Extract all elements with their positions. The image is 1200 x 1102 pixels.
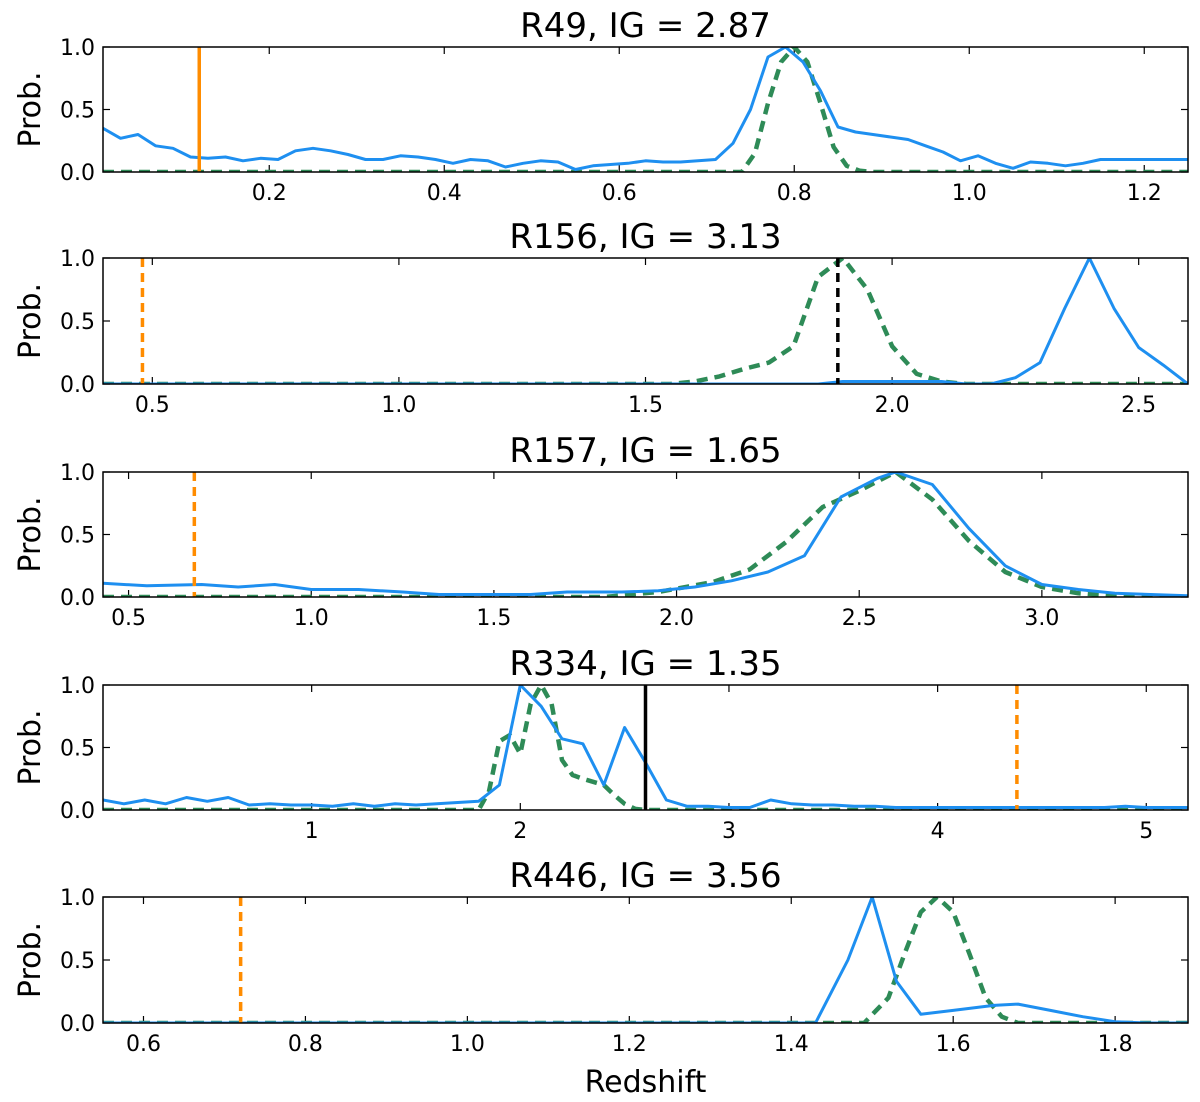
- y-tick-label: 0.0: [60, 1012, 95, 1037]
- y-tick-label: 1.0: [60, 886, 95, 911]
- x-tick-label: 1.0: [952, 181, 987, 206]
- series-pdf-line: [103, 47, 1188, 171]
- y-axis-label: Prob.: [13, 922, 48, 998]
- series-pdf-line: [103, 472, 1188, 597]
- x-tick-label: 1.6: [936, 1032, 971, 1057]
- panel-title: R446, IG = 3.56: [509, 856, 781, 896]
- y-tick-label: 0.0: [60, 161, 95, 186]
- x-tick-label: 1: [305, 819, 319, 844]
- series-pdf2-line: [103, 258, 1188, 384]
- axes-frame: [102, 46, 1189, 173]
- x-tick-label: 3.0: [1024, 606, 1059, 631]
- x-tick-label: 0.5: [111, 606, 146, 631]
- x-tick-label: 4: [931, 819, 945, 844]
- x-tick-label: 1.5: [628, 393, 663, 418]
- panel-title: R334, IG = 1.35: [509, 644, 781, 684]
- axes-frame: [102, 471, 1189, 598]
- plot-area: [103, 47, 1188, 172]
- y-tick-label: 0.0: [60, 586, 95, 611]
- x-tick-label: 0.4: [427, 181, 462, 206]
- series-pdf-line: [103, 897, 1188, 1023]
- y-tick-label: 1.0: [60, 247, 95, 272]
- x-axis-label: Redshift: [585, 1065, 707, 1100]
- panel-5: R446, IG = 3.56 Prob. Redshift 0.0 0.5 1.0 0.6…: [13, 856, 1189, 1100]
- x-tick-label: 2: [513, 819, 527, 844]
- x-tick-label: 0.6: [602, 181, 637, 206]
- series-pdf-line: [103, 685, 1188, 809]
- x-tick-label: 3: [722, 819, 736, 844]
- x-tick-label: 1.0: [294, 606, 329, 631]
- plot-area: [103, 685, 1188, 810]
- y-axis-label: Prob.: [13, 283, 48, 359]
- axes-frame: [102, 896, 1189, 1024]
- x-tick-label: 1.2: [1127, 181, 1162, 206]
- y-tick-label: 0.5: [60, 99, 95, 124]
- x-tick-label: 1.8: [1098, 1032, 1133, 1057]
- panel-title: R49, IG = 2.87: [520, 6, 771, 46]
- y-tick-label: 0.0: [60, 799, 95, 824]
- y-tick-label: 1.0: [60, 674, 95, 699]
- series-pdf2-line: [103, 472, 1188, 597]
- x-tick-label: 5: [1139, 819, 1153, 844]
- plot-area: [103, 472, 1188, 597]
- axes-frame: [102, 257, 1189, 385]
- x-tick-label: 0.2: [252, 181, 287, 206]
- x-tick-label: 0.5: [135, 393, 170, 418]
- x-tick-label: 0.8: [288, 1032, 323, 1057]
- plot-area: [103, 897, 1188, 1023]
- panel-2: R156, IG = 3.13 Prob. 0.0 0.5 1.0 0.5 1.0 1.5 2.…: [13, 217, 1189, 418]
- y-tick-label: 0.5: [60, 310, 95, 335]
- x-tick-label: 1.0: [381, 393, 416, 418]
- y-tick-label: 1.0: [60, 461, 95, 486]
- x-tick-label: 1.0: [450, 1032, 485, 1057]
- x-tick-label: 2.5: [1121, 393, 1156, 418]
- y-tick-label: 0.5: [60, 737, 95, 762]
- x-tick-label: 0.8: [777, 181, 812, 206]
- y-axis-label: Prob.: [13, 71, 48, 147]
- y-tick-label: 0.5: [60, 949, 95, 974]
- y-tick-label: 1.0: [60, 36, 95, 61]
- panel-title: R157, IG = 1.65: [509, 431, 781, 471]
- x-tick-label: 0.6: [126, 1032, 161, 1057]
- panel-3: R157, IG = 1.65 Prob. 0.0 0.5 1.0 0.5 1.0 1.5 2.…: [13, 431, 1189, 631]
- y-axis-label: Prob.: [13, 709, 48, 785]
- x-tick-label: 1.4: [774, 1032, 809, 1057]
- plot-area: [103, 258, 1188, 384]
- x-tick-label: 2.5: [842, 606, 877, 631]
- x-tick-label: 1.2: [612, 1032, 647, 1057]
- panel-4: R334, IG = 1.35 Prob. 0.0 0.5 1.0 1 2 3 4 5: [13, 644, 1189, 844]
- series-pdf2-line: [103, 47, 1188, 172]
- x-tick-label: 2.0: [659, 606, 694, 631]
- series-pdf2-line: [103, 897, 1188, 1023]
- y-axis-label: Prob.: [13, 496, 48, 572]
- x-tick-label: 2.0: [875, 393, 910, 418]
- series-pdf-line: [103, 258, 1188, 384]
- axes-frame: [102, 684, 1189, 811]
- x-tick-label: 1.5: [476, 606, 511, 631]
- panel-title: R156, IG = 3.13: [509, 217, 781, 257]
- y-tick-label: 0.0: [60, 373, 95, 398]
- y-tick-label: 0.5: [60, 524, 95, 549]
- panel-1: R49, IG = 2.87 Prob. 0.0 0.5 1.0 0.2 0.4 0.6 0.8…: [13, 6, 1189, 206]
